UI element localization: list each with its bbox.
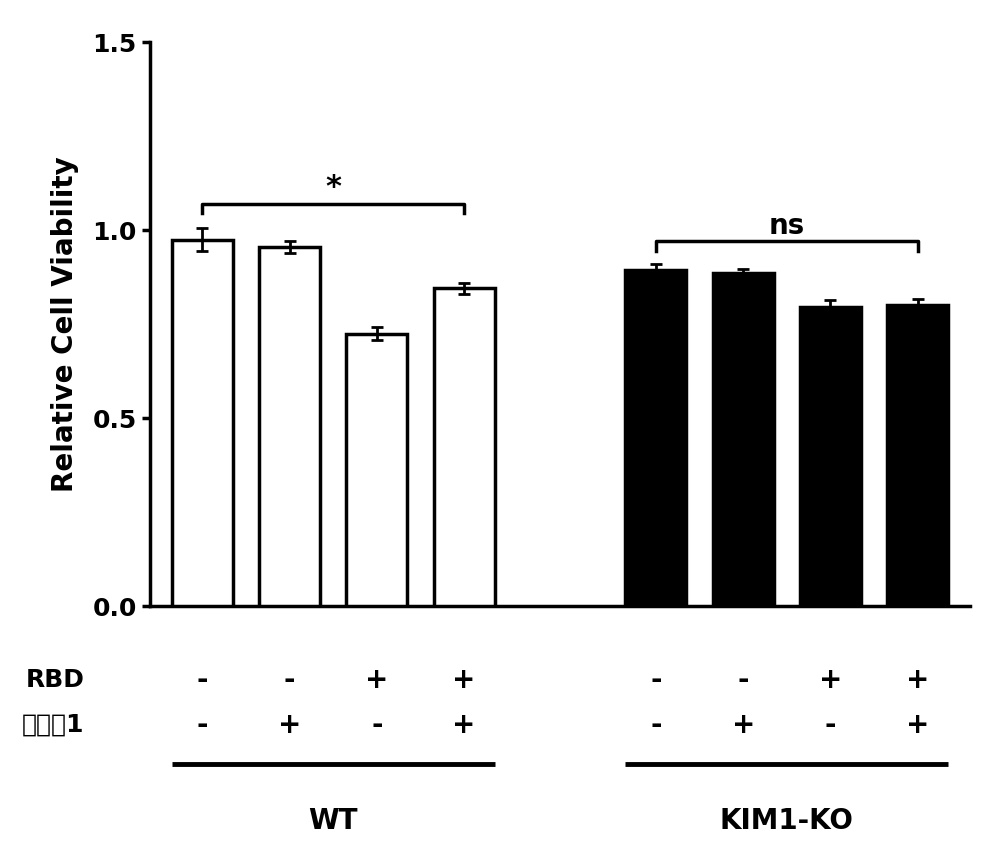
- Bar: [434, 289, 495, 606]
- Text: +: +: [732, 711, 755, 738]
- Text: *: *: [325, 173, 341, 202]
- Text: +: +: [906, 711, 929, 738]
- Bar: [346, 333, 407, 606]
- Text: +: +: [365, 665, 388, 694]
- Bar: [887, 306, 948, 606]
- Text: -: -: [371, 711, 383, 738]
- Text: KIM1-KO: KIM1-KO: [720, 807, 854, 834]
- Text: +: +: [906, 665, 929, 694]
- Text: +: +: [278, 711, 301, 738]
- Text: +: +: [452, 711, 476, 738]
- Text: -: -: [650, 711, 662, 738]
- Text: WT: WT: [308, 807, 358, 834]
- Text: ns: ns: [769, 211, 805, 239]
- Text: +: +: [452, 665, 476, 694]
- Bar: [172, 239, 233, 606]
- Text: RBD: RBD: [26, 668, 84, 691]
- Y-axis label: Relative Cell Viability: Relative Cell Viability: [51, 157, 79, 492]
- Bar: [713, 274, 774, 606]
- Text: -: -: [825, 711, 836, 738]
- Text: +: +: [819, 665, 842, 694]
- Bar: [625, 269, 686, 606]
- Text: 拮抗肽1: 拮抗肽1: [22, 712, 84, 737]
- Bar: [259, 247, 320, 606]
- Text: -: -: [737, 665, 749, 694]
- Text: -: -: [197, 711, 208, 738]
- Text: -: -: [197, 665, 208, 694]
- Text: -: -: [284, 665, 295, 694]
- Bar: [800, 307, 861, 606]
- Text: -: -: [650, 665, 662, 694]
